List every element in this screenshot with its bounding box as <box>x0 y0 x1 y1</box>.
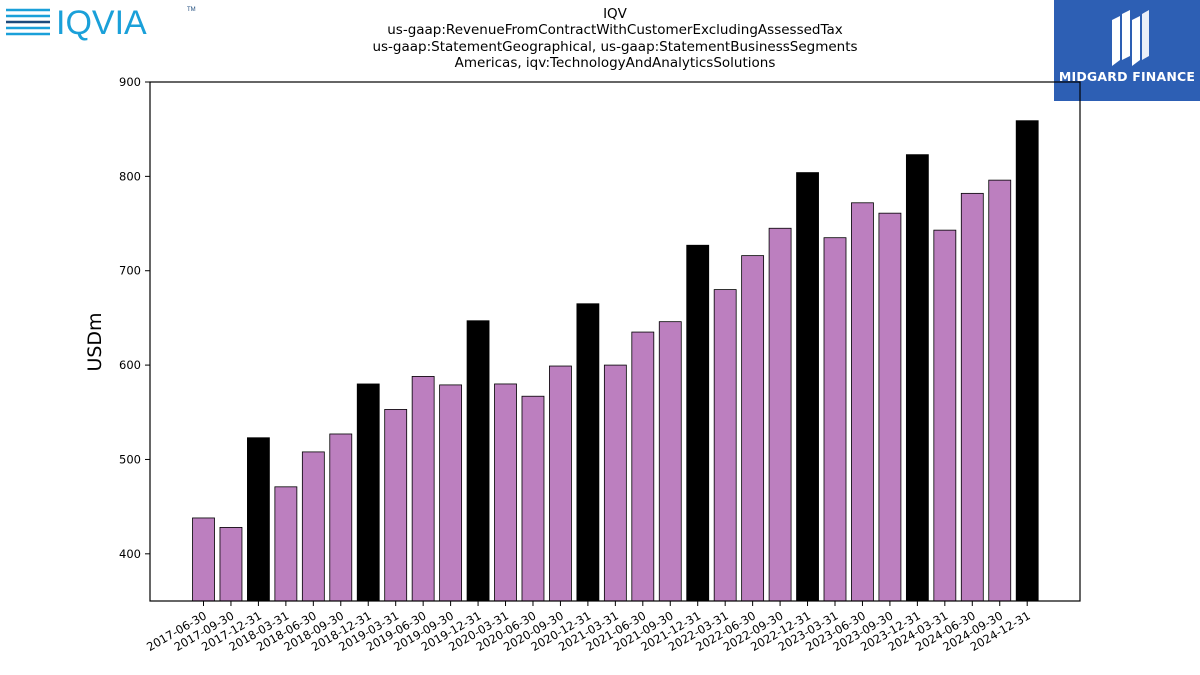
bar-2022-09-30 <box>768 227 792 602</box>
chart-title: IQV us-gaap:RevenueFromContractWithCusto… <box>265 6 965 71</box>
y-tick-label: 400 <box>119 547 141 561</box>
y-tick-label: 600 <box>119 358 141 372</box>
bar-2017-12-31 <box>247 437 270 602</box>
bar-2018-09-30 <box>329 433 353 602</box>
iqvia-logo-lines-icon <box>6 8 50 36</box>
y-tick-label: 800 <box>119 169 141 183</box>
bar-2022-06-30 <box>741 255 765 602</box>
bar-2024-06-30 <box>960 192 984 602</box>
bar-2022-03-31 <box>713 289 737 602</box>
bar-2018-06-30 <box>301 451 325 602</box>
chart-title-line-1: IQV <box>603 6 627 22</box>
bar-2023-06-30 <box>851 202 874 602</box>
y-axis: 400 500 600 700 800 900 <box>119 75 150 561</box>
bar-2017-06-30 <box>192 517 215 602</box>
x-axis: 2017-06-302017-09-302017-12-312018-03-31… <box>144 601 1033 654</box>
y-tick-label: 500 <box>119 452 141 466</box>
bar-2019-09-30 <box>439 384 463 602</box>
bar-2018-03-31 <box>274 486 298 602</box>
bar-2024-09-30 <box>988 179 1012 602</box>
chart-title-line-2: us-gaap:RevenueFromContractWithCustomerE… <box>387 22 843 39</box>
chart-title-line-4: Americas, iqv:TechnologyAndAnalyticsSolu… <box>454 54 776 71</box>
bar-2019-06-30 <box>411 376 435 602</box>
chart-title-line-3: us-gaap:StatementGeographical, us-gaap:S… <box>372 38 858 55</box>
bar-2024-12-31 <box>1015 120 1039 602</box>
plot-frame <box>149 81 1081 602</box>
bar-2020-03-31 <box>494 383 517 602</box>
iqvia-tm: TM <box>187 7 196 13</box>
y-axis-label: USDm <box>84 312 106 371</box>
bar-2017-09-30 <box>219 527 243 602</box>
midgard-m-icon <box>1112 10 1149 66</box>
bar-2023-09-30 <box>878 212 902 602</box>
y-tick-label: 900 <box>119 75 141 89</box>
bar-2020-12-31 <box>576 303 600 602</box>
bar-2019-12-31 <box>466 320 490 602</box>
iqvia-logo-text: IQVIA <box>56 4 147 42</box>
bar-2023-03-31 <box>823 237 847 602</box>
iqvia-logo: IQVIA TM <box>6 4 196 42</box>
bar-2021-03-31 <box>603 364 627 602</box>
bar-2024-03-31 <box>933 229 957 602</box>
bar-2022-12-31 <box>796 172 819 602</box>
bar-2019-03-31 <box>384 409 408 602</box>
bar-2020-06-30 <box>521 395 545 602</box>
bar-2021-12-31 <box>686 244 710 602</box>
bar-2023-12-31 <box>905 154 929 602</box>
y-tick-label: 700 <box>119 264 141 278</box>
midgard-finance-text: MIDGARD FINANCE <box>1058 69 1196 84</box>
bar-2020-09-30 <box>549 365 572 602</box>
bar-2021-09-30 <box>658 321 682 602</box>
bar-2018-12-31 <box>356 383 380 602</box>
bars-group <box>192 120 1039 602</box>
midgard-finance-logo: MIDGARD FINANCE <box>1054 0 1200 101</box>
bar-2021-06-30 <box>631 331 655 602</box>
